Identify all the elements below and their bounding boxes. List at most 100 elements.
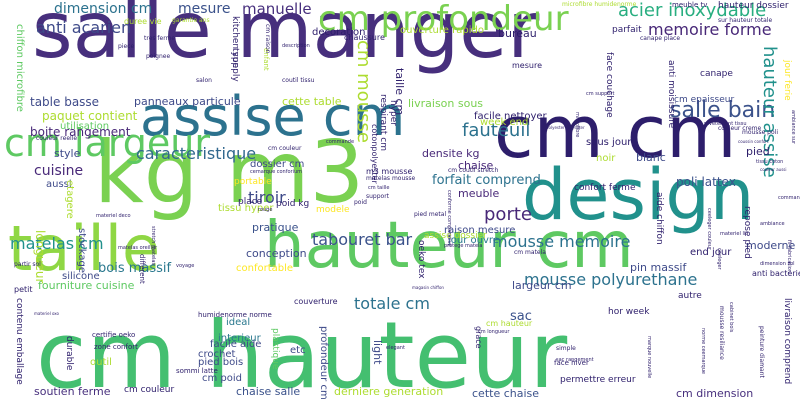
- word: cm coutil stretch: [448, 167, 499, 174]
- word: cm poid: [202, 373, 243, 384]
- word: poli lattex: [676, 175, 736, 189]
- word: humidenorme norme: [198, 311, 272, 319]
- word: totale cm: [354, 294, 430, 313]
- word: meuble tv: [672, 1, 708, 9]
- word: aide chiffon: [654, 192, 664, 245]
- word: poid: [354, 199, 367, 206]
- word: panneaux particule: [134, 95, 241, 108]
- word: matelas mousse: [366, 175, 416, 182]
- word: cm raison: [264, 24, 271, 54]
- word: cm longueur: [478, 329, 510, 335]
- word: sur hauteur totale: [718, 17, 773, 24]
- word: different: [138, 254, 146, 284]
- word: hauteur dossier: [718, 1, 789, 11]
- word: magasin chiffon: [412, 285, 444, 290]
- word: matelas cm: [10, 234, 104, 253]
- word: conception: [246, 247, 307, 260]
- word: tissu coton: [756, 159, 784, 165]
- word: poid kg: [276, 199, 310, 209]
- word: caracteristique: [136, 144, 257, 163]
- word: pratique: [252, 221, 299, 234]
- word: cm couleur: [124, 385, 175, 395]
- word: cm couleur: [268, 145, 302, 152]
- word: durable: [64, 336, 74, 371]
- word: ambiance sur: [790, 110, 796, 144]
- word: type: [230, 48, 240, 69]
- word: bois massif: [98, 261, 172, 276]
- word: pin massif: [630, 261, 687, 274]
- word: portable: [234, 177, 272, 187]
- word: aussi: [46, 179, 72, 190]
- word: face hiver: [554, 359, 589, 367]
- word: anti acarien: [36, 18, 132, 37]
- word: pied bois: [198, 357, 244, 368]
- word: outil: [90, 357, 112, 368]
- word: light: [371, 340, 384, 365]
- word: stretch matelas: [150, 226, 156, 266]
- word: style: [54, 147, 81, 160]
- word: livraison comprend: [782, 298, 792, 385]
- word: couleur creme: [718, 125, 762, 132]
- word: mesure: [512, 61, 542, 70]
- word: dimension sol: [760, 261, 795, 267]
- word: chiffon microfibre: [14, 24, 25, 112]
- word: jour ouvre: [448, 235, 499, 246]
- word: protege matela: [444, 243, 483, 249]
- word: salon: [196, 77, 212, 84]
- word: mesure: [178, 1, 231, 17]
- word: assise cm: [140, 85, 406, 148]
- word: m3 mousse: [366, 167, 413, 176]
- word: oeko tex: [416, 240, 426, 279]
- word: dossier cm: [250, 159, 305, 170]
- word: memoire forme: [648, 20, 772, 39]
- word: matelas oreiller: [118, 245, 157, 251]
- word: utilisation: [60, 121, 110, 132]
- word: ideal: [226, 317, 251, 328]
- word: microfibre: [574, 112, 580, 138]
- word: jour ferie: [782, 60, 792, 101]
- word: contenu emballage: [14, 298, 24, 385]
- word: plastique: [270, 328, 280, 370]
- word: interieur: [218, 333, 261, 344]
- word: modele: [316, 205, 350, 215]
- word: simple: [556, 345, 576, 352]
- word: cm cm: [494, 90, 737, 174]
- word: livraison sous: [408, 97, 484, 110]
- word: cette table: [282, 95, 342, 108]
- word: longueur: [33, 230, 47, 284]
- word: cm largeur: [4, 121, 210, 165]
- word: materiel oxo: [34, 311, 59, 316]
- word: etc: [290, 345, 306, 356]
- word: description: [282, 43, 310, 49]
- word: anti bacterien: [752, 269, 800, 278]
- word: couleur reelle: [36, 135, 78, 142]
- word: mousse polyurethane: [524, 270, 698, 289]
- word: respirant cm: [378, 94, 388, 151]
- word: stockage: [76, 228, 87, 273]
- word: bureau: [498, 27, 537, 40]
- word: mousse poli: [742, 129, 778, 136]
- word: hauteur cm: [264, 209, 634, 283]
- word: garantie ans: [172, 17, 210, 24]
- word: chaise: [458, 159, 494, 172]
- word: etagere: [64, 180, 75, 219]
- word: cette chaise: [472, 387, 540, 400]
- word: partir sol: [14, 261, 41, 268]
- word: voyage: [176, 263, 195, 269]
- word: piece: [118, 43, 135, 50]
- word: facile aide: [210, 339, 262, 350]
- word: confort ferme: [574, 183, 636, 193]
- word: coutil tissu: [282, 77, 315, 84]
- word: pied: [746, 145, 770, 158]
- word: cuisine: [34, 163, 84, 179]
- word: permettre erreur: [560, 375, 636, 385]
- word: tabouret bar: [312, 230, 413, 249]
- word: sac: [510, 309, 532, 324]
- word: raison mesure: [444, 225, 516, 236]
- word: tissu hyper: [218, 203, 274, 214]
- word: crochet: [198, 349, 236, 360]
- word: canape: [700, 69, 733, 79]
- word: blanc: [636, 151, 666, 164]
- word: conforme comparative: [446, 190, 452, 247]
